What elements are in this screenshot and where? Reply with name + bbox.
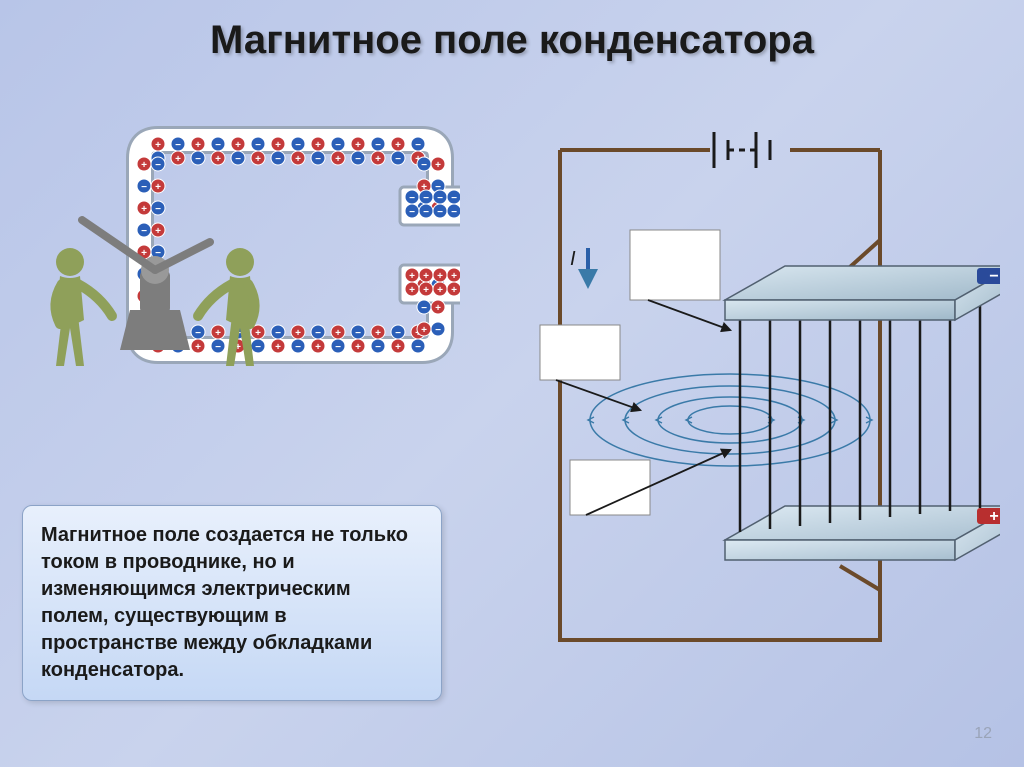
svg-text:−: − bbox=[155, 204, 161, 215]
svg-text:−: − bbox=[235, 154, 241, 165]
svg-text:−: − bbox=[335, 342, 341, 353]
svg-text:+: + bbox=[155, 140, 161, 151]
svg-text:−: − bbox=[437, 193, 443, 204]
svg-text:−: − bbox=[275, 328, 281, 339]
svg-text:+: + bbox=[355, 342, 361, 353]
svg-text:−: − bbox=[375, 342, 381, 353]
svg-text:+: + bbox=[989, 508, 998, 525]
svg-text:+: + bbox=[295, 328, 301, 339]
svg-text:−: − bbox=[355, 154, 361, 165]
svg-text:+: + bbox=[235, 140, 241, 151]
svg-text:+: + bbox=[437, 271, 443, 282]
svg-text:+: + bbox=[255, 328, 261, 339]
svg-text:+: + bbox=[409, 271, 415, 282]
left-circuit-diagram: +−−++−−++−−++−−++−−++−−++−−+−++−−++−−++−… bbox=[30, 110, 460, 410]
svg-text:+: + bbox=[335, 328, 341, 339]
svg-text:+: + bbox=[409, 285, 415, 296]
svg-text:−: − bbox=[195, 154, 201, 165]
caption-text: Магнитное поле создается не только током… bbox=[41, 524, 408, 681]
svg-text:−: − bbox=[451, 207, 457, 218]
page-title: Магнитное поле конденсатора bbox=[0, 0, 1024, 63]
svg-text:+: + bbox=[295, 154, 301, 165]
svg-text:−: − bbox=[215, 140, 221, 151]
svg-text:−: − bbox=[355, 328, 361, 339]
svg-text:−: − bbox=[989, 268, 998, 285]
svg-text:−: − bbox=[255, 342, 261, 353]
svg-text:−: − bbox=[423, 193, 429, 204]
svg-text:−: − bbox=[141, 182, 147, 193]
svg-text:−: − bbox=[409, 207, 415, 218]
svg-text:+: + bbox=[435, 303, 441, 314]
svg-text:+: + bbox=[275, 342, 281, 353]
svg-text:−: − bbox=[415, 342, 421, 353]
svg-text:−: − bbox=[295, 140, 301, 151]
svg-text:I: I bbox=[570, 248, 576, 270]
svg-text:−: − bbox=[315, 328, 321, 339]
svg-text:+: + bbox=[355, 140, 361, 151]
svg-text:+: + bbox=[375, 154, 381, 165]
svg-text:−: − bbox=[335, 140, 341, 151]
svg-text:+: + bbox=[395, 140, 401, 151]
svg-text:−: − bbox=[295, 342, 301, 353]
right-capacitor-diagram: I + − bbox=[500, 120, 1000, 700]
svg-text:−: − bbox=[175, 140, 181, 151]
svg-text:−: − bbox=[215, 342, 221, 353]
svg-text:+: + bbox=[421, 325, 427, 336]
svg-text:+: + bbox=[155, 226, 161, 237]
svg-text:+: + bbox=[423, 285, 429, 296]
svg-text:−: − bbox=[451, 193, 457, 204]
svg-text:−: − bbox=[315, 154, 321, 165]
svg-text:+: + bbox=[155, 182, 161, 193]
svg-text:+: + bbox=[141, 160, 147, 171]
svg-text:−: − bbox=[395, 154, 401, 165]
svg-text:+: + bbox=[451, 271, 457, 282]
svg-text:−: − bbox=[395, 328, 401, 339]
svg-text:−: − bbox=[437, 207, 443, 218]
svg-text:−: − bbox=[255, 140, 261, 151]
slide-number: 12 bbox=[974, 725, 992, 743]
svg-text:−: − bbox=[421, 160, 427, 171]
svg-text:+: + bbox=[195, 342, 201, 353]
svg-text:+: + bbox=[435, 160, 441, 171]
svg-text:−: − bbox=[141, 226, 147, 237]
svg-text:−: − bbox=[375, 140, 381, 151]
svg-text:−: − bbox=[155, 160, 161, 171]
svg-text:+: + bbox=[275, 140, 281, 151]
svg-text:+: + bbox=[255, 154, 261, 165]
svg-text:+: + bbox=[175, 154, 181, 165]
svg-text:−: − bbox=[409, 193, 415, 204]
svg-text:−: − bbox=[421, 303, 427, 314]
svg-text:+: + bbox=[195, 140, 201, 151]
svg-text:+: + bbox=[451, 285, 457, 296]
svg-text:−: − bbox=[423, 207, 429, 218]
svg-text:+: + bbox=[375, 328, 381, 339]
svg-text:−: − bbox=[275, 154, 281, 165]
svg-text:+: + bbox=[437, 285, 443, 296]
svg-text:+: + bbox=[215, 154, 221, 165]
caption-box: Магнитное поле создается не только током… bbox=[22, 505, 442, 701]
svg-text:+: + bbox=[423, 271, 429, 282]
svg-text:+: + bbox=[315, 342, 321, 353]
svg-text:+: + bbox=[215, 328, 221, 339]
svg-text:+: + bbox=[315, 140, 321, 151]
svg-text:+: + bbox=[335, 154, 341, 165]
svg-text:−: − bbox=[195, 328, 201, 339]
svg-text:+: + bbox=[141, 204, 147, 215]
svg-text:−: − bbox=[415, 140, 421, 151]
svg-text:+: + bbox=[395, 342, 401, 353]
svg-text:−: − bbox=[435, 325, 441, 336]
